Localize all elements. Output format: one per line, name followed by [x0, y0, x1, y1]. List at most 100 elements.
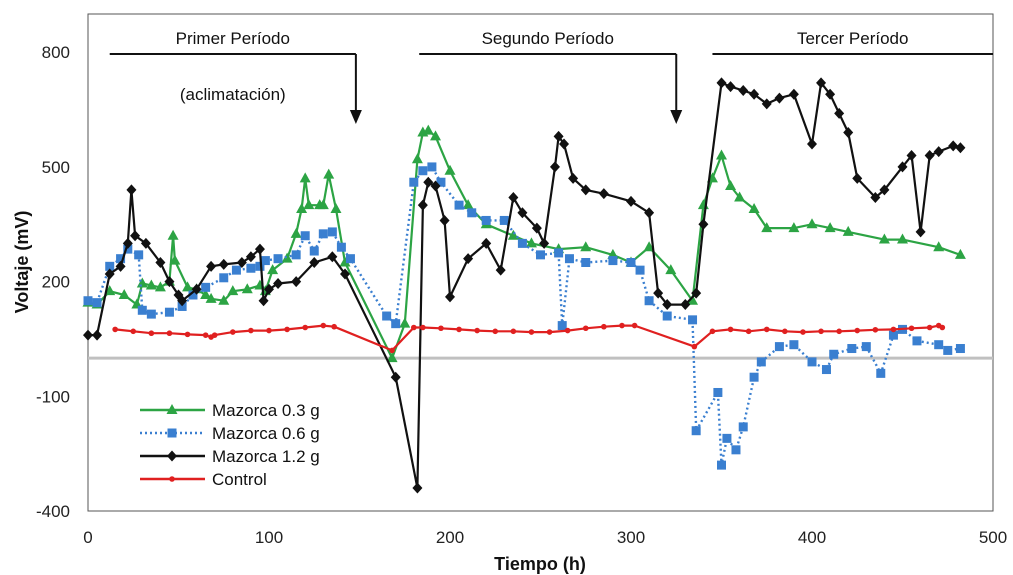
period-label: Primer Período: [176, 29, 290, 48]
data-point: [436, 177, 446, 187]
data-point: [643, 241, 655, 252]
data-point: [273, 254, 283, 264]
data-point: [749, 88, 760, 100]
data-point: [218, 294, 230, 305]
data-point: [821, 365, 831, 375]
data-point: [897, 233, 908, 244]
data-point: [788, 222, 800, 233]
data-point: [601, 323, 607, 330]
data-point: [745, 328, 752, 335]
data-point: [164, 307, 174, 317]
data-point: [430, 130, 442, 141]
data-point: [725, 81, 736, 93]
data-point: [481, 215, 491, 225]
data-point: [557, 321, 567, 331]
data-point: [829, 349, 839, 359]
data-point: [345, 254, 355, 264]
data-point: [933, 146, 944, 158]
data-point: [420, 324, 426, 331]
x-tick-label: 300: [617, 528, 645, 547]
data-point: [800, 329, 806, 335]
data-point: [130, 230, 141, 242]
data-point: [564, 327, 571, 334]
data-point: [206, 260, 217, 272]
data-point: [386, 352, 398, 363]
data-point: [327, 251, 338, 263]
data-point: [140, 237, 151, 249]
data-point: [302, 324, 309, 331]
data-point: [665, 264, 677, 275]
data-point: [177, 301, 187, 311]
series-mazorca-0-6-g: [83, 162, 965, 470]
data-point: [782, 328, 788, 335]
data-point: [299, 172, 311, 183]
data-point: [104, 268, 115, 280]
data-point: [83, 296, 93, 306]
x-tick-label: 400: [798, 528, 826, 547]
data-point: [389, 347, 395, 354]
data-point: [166, 330, 173, 337]
data-point: [843, 127, 854, 139]
y-tick-label: -400: [36, 502, 70, 521]
y-tick-label: 500: [42, 158, 70, 177]
data-point: [462, 199, 474, 210]
data-point: [842, 225, 854, 236]
data-point: [474, 327, 480, 334]
data-point: [626, 258, 636, 267]
data-point: [327, 227, 337, 237]
data-point: [631, 322, 638, 329]
data-point: [200, 288, 212, 299]
data-point: [236, 257, 247, 268]
data-point: [912, 336, 922, 346]
data-point: [411, 153, 423, 164]
data-point: [309, 257, 320, 268]
data-point: [716, 149, 727, 160]
data-point: [218, 258, 229, 270]
data-point: [83, 329, 93, 341]
data-point: [731, 445, 741, 455]
data-point: [167, 450, 177, 462]
data-point: [245, 251, 256, 263]
data-point: [738, 422, 748, 432]
data-point: [481, 237, 492, 249]
data-point: [716, 77, 727, 89]
data-point: [417, 199, 428, 211]
data-point: [836, 328, 842, 335]
data-point: [105, 261, 115, 271]
data-point: [872, 326, 879, 333]
data-point: [382, 311, 392, 321]
data-point: [146, 309, 156, 319]
data-point: [290, 227, 302, 238]
data-point: [748, 202, 760, 213]
data-point: [691, 287, 702, 299]
data-point: [788, 88, 799, 100]
data-point: [510, 328, 517, 335]
data-point: [390, 371, 401, 383]
data-point: [906, 149, 917, 161]
y-tick-label: -100: [36, 387, 70, 406]
data-point: [725, 180, 737, 191]
data-point: [167, 428, 177, 438]
data-point: [825, 88, 836, 100]
data-point: [246, 263, 256, 273]
data-point: [167, 229, 179, 240]
period-label: Segundo Período: [482, 29, 614, 48]
data-point: [122, 237, 133, 249]
data-point: [291, 250, 301, 260]
data-point: [339, 256, 351, 267]
data-point: [191, 283, 202, 295]
data-point: [439, 214, 450, 226]
data-point: [852, 172, 863, 184]
data-point: [166, 404, 178, 414]
data-point: [145, 279, 157, 290]
data-point: [264, 283, 274, 295]
data-point: [336, 242, 346, 252]
data-point: [662, 299, 673, 311]
data-point: [423, 176, 434, 188]
data-point: [499, 215, 509, 225]
data-point: [438, 325, 444, 332]
data-point: [418, 166, 428, 176]
data-point: [154, 281, 166, 292]
data-point: [409, 177, 419, 187]
